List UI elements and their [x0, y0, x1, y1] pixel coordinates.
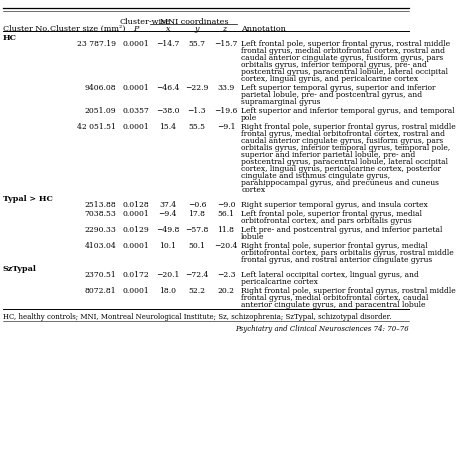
Text: 0.0172: 0.0172	[123, 271, 150, 279]
Text: −19.6: −19.6	[214, 107, 237, 115]
Text: 15.4: 15.4	[159, 123, 176, 131]
Text: −20.4: −20.4	[214, 242, 237, 250]
Text: 2370.51: 2370.51	[84, 271, 116, 279]
Text: frontal gyrus, and rostral anterior cingulate gyrus: frontal gyrus, and rostral anterior cing…	[241, 256, 432, 264]
Text: −38.0: −38.0	[156, 107, 180, 115]
Text: 17.8: 17.8	[188, 210, 205, 218]
Text: cingulate and isthmus cingulate gyrus,: cingulate and isthmus cingulate gyrus,	[241, 172, 390, 180]
Text: Right frontal pole, superior frontal gyrus, medial: Right frontal pole, superior frontal gyr…	[241, 242, 428, 250]
Text: Typal > HC: Typal > HC	[2, 195, 53, 203]
Text: SzTypal: SzTypal	[2, 265, 36, 273]
Text: 0.0001: 0.0001	[123, 40, 150, 48]
Text: 52.2: 52.2	[188, 287, 205, 295]
Text: 18.0: 18.0	[159, 287, 176, 295]
Text: Left pre- and postcentral gyrus, and inferior parietal: Left pre- and postcentral gyrus, and inf…	[241, 226, 443, 234]
Text: HC: HC	[2, 34, 17, 42]
Text: −9.4: −9.4	[159, 210, 177, 218]
Text: −72.4: −72.4	[185, 271, 209, 279]
Text: postcentral gyrus, paracentral lobule, lateral occipital: postcentral gyrus, paracentral lobule, l…	[241, 158, 448, 166]
Text: Left lateral occipital cortex, lingual gyrus, and: Left lateral occipital cortex, lingual g…	[241, 271, 419, 279]
Text: −15.7: −15.7	[214, 40, 237, 48]
Text: frontal gyrus, medial orbitofrontal cortex, caudal: frontal gyrus, medial orbitofrontal cort…	[241, 294, 428, 302]
Text: parahippocampal gyrus, and precuneus and cuneus: parahippocampal gyrus, and precuneus and…	[241, 179, 439, 187]
Text: 0.0001: 0.0001	[123, 123, 150, 131]
Text: 0.0001: 0.0001	[123, 287, 150, 295]
Text: y: y	[195, 25, 199, 33]
Text: −22.9: −22.9	[185, 84, 209, 92]
Text: Psychiatry and Clinical Neurosciences 74: 70–76: Psychiatry and Clinical Neurosciences 74…	[235, 325, 409, 333]
Text: Right frontal pole, superior frontal gyrus, rostral middle: Right frontal pole, superior frontal gyr…	[241, 123, 456, 131]
Text: 37.4: 37.4	[159, 201, 176, 209]
Text: HC, healthy controls; MNI, Montreal Neurological Institute; Sz, schizophrenia; S: HC, healthy controls; MNI, Montreal Neur…	[2, 313, 391, 321]
Text: 50.1: 50.1	[188, 242, 205, 250]
Text: 20.2: 20.2	[218, 287, 235, 295]
Text: Left frontal pole, superior frontal gyrus, medial: Left frontal pole, superior frontal gyru…	[241, 210, 422, 218]
Text: x: x	[165, 25, 170, 33]
Text: 33.9: 33.9	[218, 84, 235, 92]
Text: 11.8: 11.8	[218, 226, 235, 234]
Text: −49.8: −49.8	[156, 226, 180, 234]
Text: superior and inferior parietal lobule, pre- and: superior and inferior parietal lobule, p…	[241, 151, 415, 159]
Text: P: P	[134, 25, 139, 33]
Text: 10.1: 10.1	[159, 242, 176, 250]
Text: 42 051.51: 42 051.51	[77, 123, 116, 131]
Text: 0.0001: 0.0001	[123, 210, 150, 218]
Text: 0.0129: 0.0129	[123, 226, 150, 234]
Text: 7038.53: 7038.53	[84, 210, 116, 218]
Text: Left superior temporal gyrus, superior and inferior: Left superior temporal gyrus, superior a…	[241, 84, 436, 92]
Text: Right frontal pole, superior frontal gyrus, rostral middle: Right frontal pole, superior frontal gyr…	[241, 287, 456, 295]
Text: cortex, lingual gyrus, pericalcarine cortex, posterior: cortex, lingual gyrus, pericalcarine cor…	[241, 165, 441, 173]
Text: orbitofrontal cortex, and pars orbitalis gyrus: orbitofrontal cortex, and pars orbitalis…	[241, 217, 412, 225]
Text: cortex: cortex	[241, 186, 265, 194]
Text: Left superior and inferior temporal gyrus, and temporal: Left superior and inferior temporal gyru…	[241, 107, 455, 115]
Text: supramarginal gyrus: supramarginal gyrus	[241, 98, 320, 106]
Text: lobule: lobule	[241, 233, 264, 241]
Text: MNI coordinates: MNI coordinates	[160, 18, 228, 26]
Text: caudal anterior cingulate gyrus, fusiform gyrus, pars: caudal anterior cingulate gyrus, fusifor…	[241, 54, 443, 62]
Text: Cluster-wise: Cluster-wise	[120, 18, 171, 26]
Text: 23 787.19: 23 787.19	[77, 40, 116, 48]
Text: parietal lobule, pre- and postcentral gyrus, and: parietal lobule, pre- and postcentral gy…	[241, 91, 422, 99]
Text: pericalcarine cortex: pericalcarine cortex	[241, 278, 318, 286]
Text: Cluster size (mm²): Cluster size (mm²)	[50, 25, 126, 33]
Text: 55.7: 55.7	[188, 40, 205, 48]
Text: 56.1: 56.1	[218, 210, 235, 218]
Text: Right superior temporal gyrus, and insula cortex: Right superior temporal gyrus, and insul…	[241, 201, 428, 209]
Text: 0.0128: 0.0128	[123, 201, 150, 209]
Text: pole: pole	[241, 114, 257, 122]
Text: −14.7: −14.7	[156, 40, 180, 48]
Text: orbitalis gyrus, inferior temporal gyrus, temporal pole,: orbitalis gyrus, inferior temporal gyrus…	[241, 144, 450, 152]
Text: 2513.88: 2513.88	[84, 201, 116, 209]
Text: −57.8: −57.8	[185, 226, 209, 234]
Text: 2290.33: 2290.33	[84, 226, 116, 234]
Text: −46.4: −46.4	[156, 84, 180, 92]
Text: orbitalis gyrus, inferior temporal gyrus, pre- and: orbitalis gyrus, inferior temporal gyrus…	[241, 61, 427, 69]
Text: orbitofrontal cortex, pars orbitalis gyrus, rostral middle: orbitofrontal cortex, pars orbitalis gyr…	[241, 249, 454, 257]
Text: Left frontal pole, superior frontal gyrus, rostral middle: Left frontal pole, superior frontal gyru…	[241, 40, 450, 48]
Text: 0.0001: 0.0001	[123, 84, 150, 92]
Text: anterior cingulate gyrus, and paracentral lobule: anterior cingulate gyrus, and paracentra…	[241, 301, 426, 309]
Text: frontal gyrus, medial orbitofrontal cortex, rostral and: frontal gyrus, medial orbitofrontal cort…	[241, 130, 445, 138]
Text: caudal anterior cingulate gyrus, fusiform gyrus, pars: caudal anterior cingulate gyrus, fusifor…	[241, 137, 443, 145]
Text: 0.0357: 0.0357	[123, 107, 150, 115]
Text: −9.1: −9.1	[217, 123, 235, 131]
Text: cortex, lingual gyrus, and pericalcarine cortex: cortex, lingual gyrus, and pericalcarine…	[241, 75, 418, 83]
Text: Annotation: Annotation	[241, 25, 286, 33]
Text: −0.6: −0.6	[188, 201, 206, 209]
Text: −1.3: −1.3	[188, 107, 206, 115]
Text: 4103.04: 4103.04	[84, 242, 116, 250]
Text: 9406.08: 9406.08	[84, 84, 116, 92]
Text: 0.0001: 0.0001	[123, 242, 150, 250]
Text: Cluster No.: Cluster No.	[2, 25, 49, 33]
Text: 55.5: 55.5	[188, 123, 205, 131]
Text: 2051.09: 2051.09	[84, 107, 116, 115]
Text: 8072.81: 8072.81	[84, 287, 116, 295]
Text: −20.1: −20.1	[156, 271, 180, 279]
Text: postcentral gyrus, paracentral lobule, lateral occipital: postcentral gyrus, paracentral lobule, l…	[241, 68, 448, 76]
Text: z: z	[222, 25, 226, 33]
Text: −9.0: −9.0	[217, 201, 235, 209]
Text: frontal gyrus, medial orbitofrontal cortex, rostral and: frontal gyrus, medial orbitofrontal cort…	[241, 47, 445, 55]
Text: −2.3: −2.3	[217, 271, 235, 279]
